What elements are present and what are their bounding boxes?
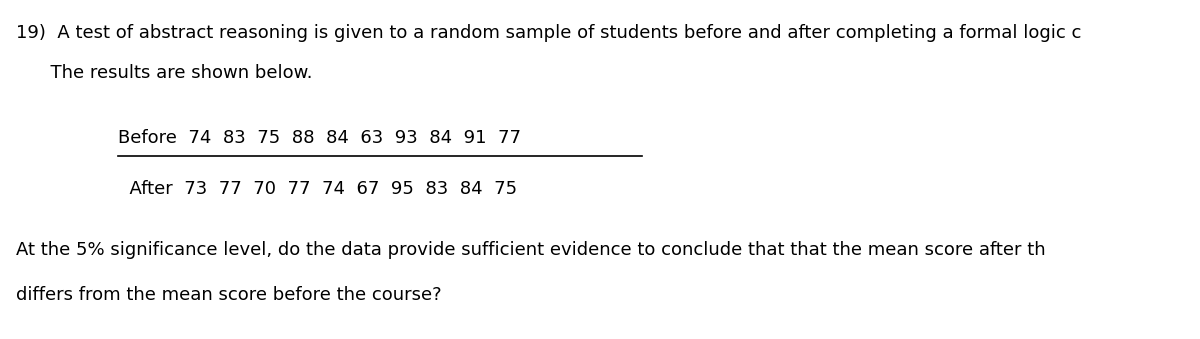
Text: Before  74  83  75  88  84  63  93  84  91  77: Before 74 83 75 88 84 63 93 84 91 77 [118, 129, 521, 147]
Text: 19)  A test of abstract reasoning is given to a random sample of students before: 19) A test of abstract reasoning is give… [16, 24, 1081, 42]
Text: differs from the mean score before the course?: differs from the mean score before the c… [16, 286, 442, 304]
Text: At the 5% significance level, do the data provide sufficient evidence to conclud: At the 5% significance level, do the dat… [16, 241, 1045, 259]
Text: The results are shown below.: The results are shown below. [16, 64, 312, 82]
Text: After  73  77  70  77  74  67  95  83  84  75: After 73 77 70 77 74 67 95 83 84 75 [118, 180, 517, 198]
